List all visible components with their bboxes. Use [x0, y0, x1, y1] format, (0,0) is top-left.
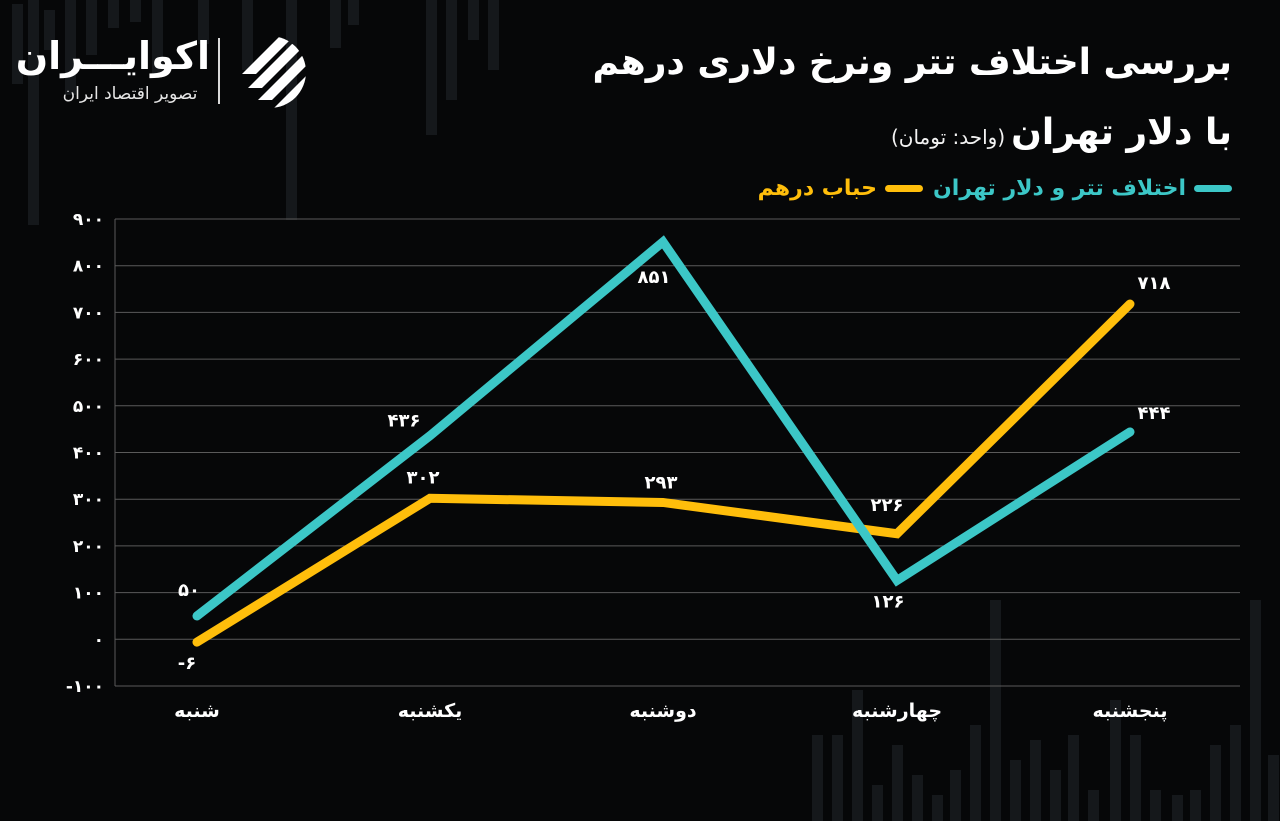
- data-label-teal: ۴۴۴: [1138, 403, 1171, 424]
- x-category-label: یکشنبه: [398, 700, 463, 722]
- decor-bar: [86, 0, 97, 55]
- y-tick-label: ۱۰۰: [73, 584, 104, 604]
- decor-bar: [932, 795, 943, 821]
- decor-bar: [1268, 755, 1279, 821]
- decor-bar: [1010, 760, 1021, 821]
- brand-name: اکوایـــران: [15, 34, 210, 78]
- data-label-yellow: ۷۱۸: [1138, 273, 1171, 294]
- y-tick-label: ۸۰۰: [73, 257, 104, 277]
- data-label-yellow: ۲۹۳: [645, 472, 678, 493]
- series-line-teal: [192, 235, 1135, 621]
- chart-subtitle: با دلار تهران: [1011, 112, 1232, 153]
- x-category-label: دوشنبه: [629, 700, 697, 722]
- decor-bar: [1030, 740, 1041, 821]
- brand-logo-icon: [242, 36, 306, 108]
- y-tick-label: -۱۰۰: [66, 677, 104, 697]
- decor-bar: [950, 770, 961, 821]
- decor-bar: [1088, 790, 1099, 821]
- decor-bar: [242, 0, 253, 70]
- decor-bar: [426, 0, 437, 135]
- legend-swatch-teal: [1194, 185, 1232, 192]
- y-tick-label: ۲۰۰: [73, 537, 104, 557]
- decor-bar: [488, 0, 499, 70]
- x-category-label: شنبه: [174, 700, 220, 722]
- decor-bar: [348, 0, 359, 25]
- decor-bar: [852, 690, 863, 821]
- decor-bar: [1172, 795, 1183, 821]
- y-tick-label: ۹۰۰: [73, 210, 104, 230]
- chart-title: بررسی اختلاف تتر ونرخ دلاری درهم: [592, 42, 1233, 83]
- decor-bar: [970, 725, 981, 821]
- decor-bar: [198, 0, 209, 44]
- legend-item-teal: اختلاف تتر و دلار تهران: [933, 176, 1232, 201]
- decor-bar: [130, 0, 141, 22]
- decor-bar: [1190, 790, 1201, 821]
- legend-swatch-yellow: [885, 185, 923, 192]
- decor-bar: [892, 745, 903, 821]
- decor-bar: [1230, 725, 1241, 821]
- legend-label-teal: اختلاف تتر و دلار تهران: [933, 176, 1186, 201]
- x-category-label: چهارشنبه: [852, 700, 942, 722]
- decor-bar: [1068, 735, 1079, 821]
- data-label-teal: ۱۲۶: [872, 591, 905, 612]
- legend-label-yellow: حباب درهم: [757, 176, 877, 201]
- data-label-teal: ۸۵۱: [638, 267, 671, 288]
- legend-item-yellow: حباب درهم: [758, 176, 923, 201]
- decor-bar: [65, 0, 76, 95]
- decor-bar: [1130, 735, 1141, 821]
- y-tick-label: ۷۰۰: [73, 303, 104, 323]
- unit-note: (واحد: تومان): [890, 125, 1006, 149]
- chart-subtitle-line: با دلار تهران(واحد: تومان): [891, 112, 1232, 153]
- y-tick-label: ۵۰۰: [73, 397, 104, 417]
- data-label-yellow: ۳۰۲: [407, 467, 440, 488]
- brand-block: اکوایـــران تصویر اقتصاد ایران: [15, 32, 320, 112]
- decor-bar: [330, 0, 341, 48]
- decor-bar: [1210, 745, 1221, 821]
- decor-bar: [446, 0, 457, 100]
- brand-separator: [218, 38, 220, 104]
- data-label-teal: ۴۳۶: [388, 411, 421, 432]
- decor-bar: [832, 735, 843, 821]
- data-label-yellow: ۲۲۶: [871, 495, 904, 516]
- decor-bar: [152, 0, 163, 75]
- decor-bar: [1110, 700, 1121, 821]
- y-tick-label: ۳۰۰: [73, 490, 104, 510]
- legend: اختلاف تتر و دلار تهران حباب درهم: [758, 176, 1232, 201]
- decor-bar: [1150, 790, 1161, 821]
- decor-bar: [1050, 770, 1061, 821]
- decor-bar: [28, 0, 39, 225]
- decor-bar: [108, 0, 119, 28]
- decor-bar: [12, 4, 23, 84]
- decor-bar: [1250, 600, 1261, 821]
- decor-bar: [872, 785, 883, 821]
- data-label-yellow: -۶: [178, 653, 196, 674]
- x-category-label: پنجشنبه: [1093, 700, 1168, 722]
- y-tick-label: ۶۰۰: [73, 350, 104, 370]
- decor-bar: [990, 600, 1001, 821]
- brand-tagline: تصویر اقتصاد ایران: [62, 84, 198, 104]
- decor-bar: [812, 735, 823, 821]
- decor-bar: [44, 10, 55, 50]
- decor-bar: [912, 775, 923, 821]
- y-tick-label: ۰: [94, 630, 104, 650]
- data-label-teal: ۵۰: [178, 580, 200, 601]
- decor-bar: [468, 0, 479, 40]
- decor-bar: [286, 0, 297, 220]
- series-line-yellow: [192, 299, 1135, 647]
- y-tick-label: ۴۰۰: [73, 444, 104, 464]
